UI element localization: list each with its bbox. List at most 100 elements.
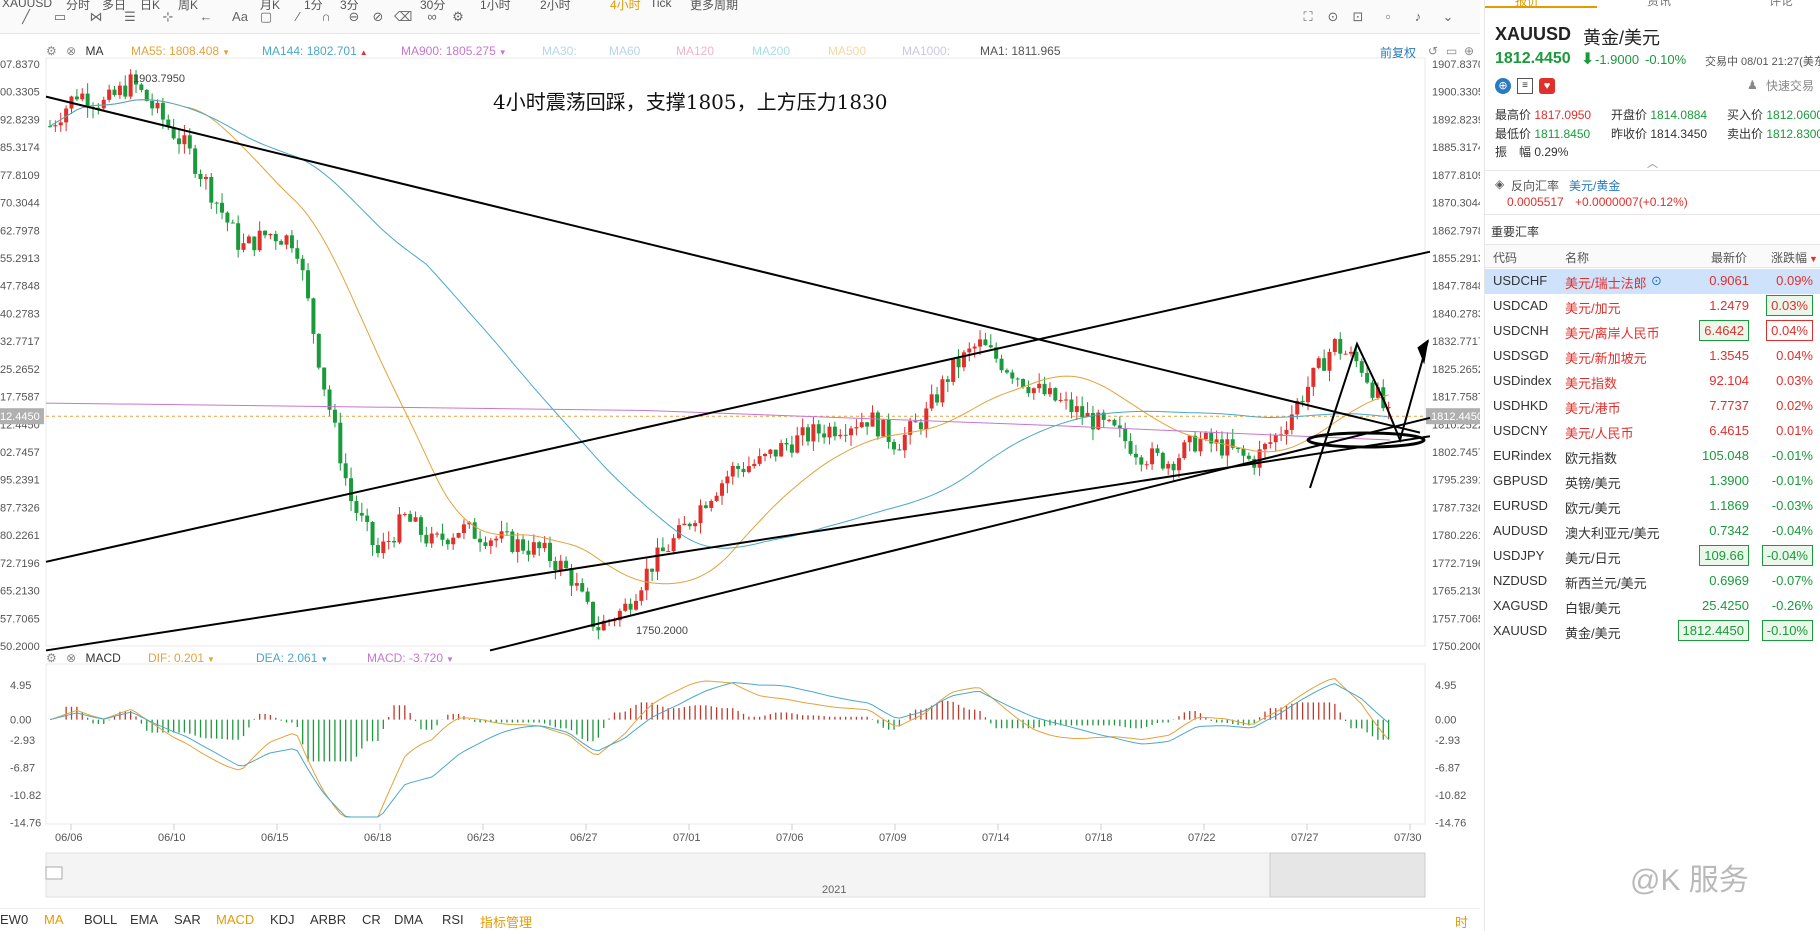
- rate-row-xauusd[interactable]: XAUUSD 黄金/美元 1812.4450 -0.10%: [1485, 619, 1820, 644]
- chevron-down-icon[interactable]: ⌄: [1442, 9, 1454, 24]
- period-tab-13[interactable]: Tick: [650, 0, 672, 10]
- price-chart[interactable]: 1907.8370 07.8370 1900.3305 00.3305 1892.823…: [0, 0, 1480, 908]
- back-icon[interactable]: ←: [199, 9, 213, 24]
- col-code[interactable]: 代码: [1493, 251, 1518, 265]
- settings-icon[interactable]: ⚙: [452, 9, 464, 24]
- rate-row-usdhkd[interactable]: USDHKD 美元/港币 7.7737 0.02%: [1485, 394, 1820, 419]
- ma60-legend[interactable]: MA60: [609, 44, 641, 58]
- link-icon[interactable]: ∞: [427, 9, 437, 24]
- measure-icon[interactable]: ⊹: [162, 9, 174, 24]
- period-tab-14[interactable]: 更多周期: [690, 0, 739, 12]
- gear-icon[interactable]: ⚙: [46, 651, 57, 665]
- indicator-tab-arbr[interactable]: ARBR: [310, 912, 347, 927]
- reverse-rate-pair[interactable]: 美元/黄金: [1569, 179, 1621, 193]
- ma144-legend[interactable]: MA144: 1802.701 ▲: [262, 44, 368, 58]
- rate-row-nzdusd[interactable]: NZDUSD 新西兰元/美元 0.6969 -0.07%: [1485, 569, 1820, 594]
- tab-comments[interactable]: 评论: [1769, 0, 1794, 8]
- quick-trade-button[interactable]: 快速交易: [1766, 79, 1815, 93]
- pen-icon[interactable]: ╱: [22, 9, 30, 24]
- indicator-manage-button[interactable]: 指标管理: [480, 915, 533, 930]
- detail-icon[interactable]: ⊙: [1651, 273, 1662, 288]
- minimize-icon[interactable]: ▫: [1385, 9, 1391, 24]
- share-icon[interactable]: ⊡: [1352, 9, 1364, 24]
- period-tab-0[interactable]: 分时: [66, 0, 91, 12]
- col-change[interactable]: 涨跌幅 ▼: [1771, 251, 1818, 265]
- rate-row-eurindex[interactable]: EURindex 欧元指数 105.048 -0.01%: [1485, 444, 1820, 469]
- tab-news[interactable]: 资讯: [1647, 0, 1672, 8]
- ma120-legend[interactable]: MA120: [676, 44, 715, 58]
- period-tab-11[interactable]: 2小时: [540, 0, 571, 12]
- expand-icon[interactable]: ▭: [1446, 44, 1458, 58]
- price-axis-label: 1832.7717: [1432, 336, 1480, 348]
- period-tab-3[interactable]: 周K: [178, 0, 199, 12]
- macd-value-legend[interactable]: MACD: -3.720 ▼: [367, 651, 454, 665]
- rate-row-usdcad[interactable]: USDCAD 美元/加元 1.2479 0.03%: [1485, 294, 1820, 319]
- rectangle-icon[interactable]: ▭: [53, 9, 67, 24]
- info-icon[interactable]: ≡: [1517, 78, 1533, 94]
- globe-icon[interactable]: ⊕: [1495, 78, 1511, 94]
- trash-icon[interactable]: ⌫: [394, 9, 413, 24]
- close-icon[interactable]: ⊗: [66, 44, 77, 58]
- period-tab-active[interactable]: 4小时: [610, 0, 641, 12]
- close-icon[interactable]: ⊗: [66, 651, 77, 665]
- rate-row-xagusd[interactable]: XAGUSD 白银/美元 25.4250 -0.26%: [1485, 594, 1820, 619]
- rate-row-usdjpy[interactable]: USDJPY 美元/日元 109.66 -0.04%: [1485, 544, 1820, 569]
- hide-icon[interactable]: ⊘: [372, 9, 384, 24]
- ma55-legend[interactable]: MA55: 1808.408 ▼: [131, 44, 230, 58]
- dea-legend[interactable]: DEA: 2.061 ▼: [256, 651, 329, 665]
- indicator-tab-macd[interactable]: MACD: [216, 912, 255, 927]
- rate-row-usdchf[interactable]: USDCHF 美元/瑞士法郎 0.9061 0.09% ⊙: [1485, 269, 1820, 294]
- indicator-tab-dma[interactable]: DMA: [394, 912, 423, 927]
- magnet-icon[interactable]: ∩: [321, 9, 331, 24]
- period-tab-6[interactable]: 3分: [340, 0, 359, 12]
- comment-icon[interactable]: ▢: [259, 9, 273, 24]
- add-icon[interactable]: ⊕: [1464, 44, 1475, 58]
- indicator-tab-ew0[interactable]: EW0: [0, 912, 29, 927]
- indicator-tab-sar[interactable]: SAR: [174, 912, 201, 927]
- undo-icon[interactable]: ↺: [1428, 44, 1439, 58]
- fibonacci-icon[interactable]: ⋈: [89, 9, 103, 24]
- camera-icon[interactable]: ⊙: [1327, 9, 1339, 24]
- restore-button[interactable]: 前复权: [1380, 46, 1417, 60]
- period-tab-10[interactable]: 1小时: [480, 0, 511, 12]
- period-tab-2[interactable]: 日K: [140, 0, 161, 12]
- favorite-icon[interactable]: ♥: [1539, 78, 1555, 94]
- indicator-tab-kdj[interactable]: KDJ: [270, 912, 295, 927]
- tab-quote[interactable]: 报价: [1515, 0, 1540, 8]
- rate-row-eurusd[interactable]: EURUSD 欧元/美元 1.1869 -0.03%: [1485, 494, 1820, 519]
- rate-row-usdindex[interactable]: USDindex 美元指数 92.104 0.03%: [1485, 369, 1820, 394]
- bell-icon[interactable]: ♪: [1414, 9, 1422, 24]
- indicator-tab-rsi[interactable]: RSI: [442, 912, 464, 927]
- dif-legend[interactable]: DIF: 0.201 ▼: [148, 651, 215, 665]
- indicator-tab-boll[interactable]: BOLL: [84, 912, 118, 927]
- indicator-tab-cr[interactable]: CR: [362, 912, 381, 927]
- period-tab-4[interactable]: 月K: [260, 0, 281, 12]
- ma30-legend[interactable]: MA30:: [542, 44, 577, 58]
- ma1-legend[interactable]: MA1: 1811.965: [980, 44, 1061, 58]
- indicator-tab-ma[interactable]: MA: [44, 912, 64, 927]
- period-tab-1[interactable]: 多日: [102, 0, 127, 12]
- rate-row-usdsgd[interactable]: USDSGD 美元/新加坡元 1.3545 0.04%: [1485, 344, 1820, 369]
- rate-row-usdcnh[interactable]: USDCNH 美元/离岸人民币 6.4642 0.04%: [1485, 319, 1820, 344]
- indicator-tab-ema[interactable]: EMA: [130, 912, 159, 927]
- col-name[interactable]: 名称: [1565, 251, 1590, 265]
- rate-row-audusd[interactable]: AUDUSD 澳大利亚元/美元 0.7342 -0.04%: [1485, 519, 1820, 544]
- period-tab-5[interactable]: 1分: [304, 0, 323, 12]
- list-icon[interactable]: ☰: [124, 9, 136, 24]
- ma1000-legend[interactable]: MA1000:: [902, 44, 951, 58]
- fullscreen-icon[interactable]: ⛶: [1303, 9, 1313, 24]
- collapse-chevron-icon[interactable]: ︿: [1647, 158, 1658, 170]
- ma900-legend[interactable]: MA900: 1805.275 ▼: [401, 44, 507, 58]
- ma500-legend[interactable]: MA500: [828, 44, 867, 58]
- ma200-legend[interactable]: MA200: [752, 44, 791, 58]
- col-price[interactable]: 最新价: [1711, 251, 1748, 265]
- rate-row-gbpusd[interactable]: GBPUSD 英镑/美元 1.3900 -0.01%: [1485, 469, 1820, 494]
- session-button[interactable]: 时段: [1455, 915, 1469, 930]
- lock-icon[interactable]: ⊖: [348, 9, 360, 24]
- brush-icon[interactable]: ∕: [296, 9, 300, 24]
- text-icon[interactable]: Aa: [232, 9, 248, 24]
- rate-row-usdcny[interactable]: USDCNY 美元/人民币 6.4615 0.01%: [1485, 419, 1820, 444]
- gear-icon[interactable]: ⚙: [46, 44, 57, 58]
- bell-icon[interactable]: ♟: [1747, 78, 1758, 92]
- period-tab-9[interactable]: 30分: [420, 0, 446, 12]
